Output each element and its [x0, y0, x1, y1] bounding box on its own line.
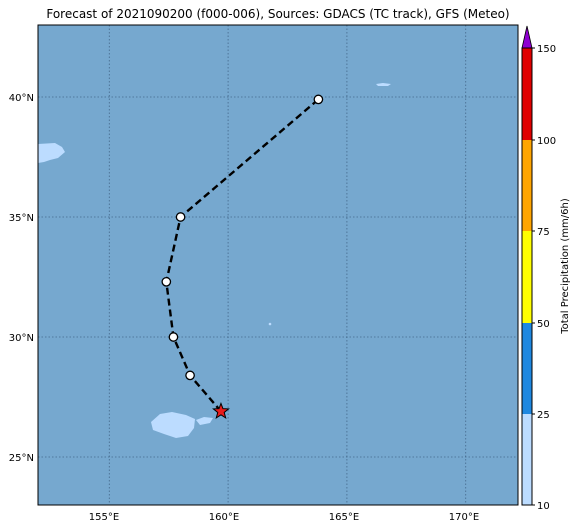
lon-tick-165: 165°E [329, 512, 359, 523]
lon-axis: 155°E 160°E 165°E 170°E [89, 512, 479, 523]
colorbar-label: Total Precipitation (mm/6h) [560, 198, 571, 335]
lat-tick-30: 30°N [9, 333, 34, 344]
colorbar-ticks [532, 47, 535, 506]
colorbar-tick-25: 25 [537, 410, 550, 421]
land-islet-small [268, 322, 272, 326]
map-frame [37, 24, 519, 506]
track-point-marker [168, 332, 179, 342]
land-layer [38, 83, 391, 438]
colorbar-tick-50: 50 [537, 319, 550, 330]
colorbar-tick-75: 75 [537, 227, 550, 238]
map-title: Forecast of 2021090200 (f000-006), Sourc… [46, 7, 510, 21]
land-island-south [151, 412, 195, 438]
lat-tick-40: 40°N [9, 93, 34, 104]
ocean-background [38, 25, 518, 505]
land-islet [196, 417, 213, 425]
lon-tick-155: 155°E [89, 512, 119, 523]
colorbar-segment-50-75 [522, 231, 532, 323]
gridlines [38, 25, 518, 505]
colorbar-tick-10: 10 [537, 501, 550, 512]
map-panel [37, 24, 519, 506]
colorbar-segment-10-25 [522, 414, 532, 505]
track-point-marker [185, 370, 195, 381]
land-islet-north [376, 83, 391, 86]
colorbar-extend-arrow [521, 25, 533, 49]
lat-tick-25: 25°N [9, 453, 34, 464]
lon-tick-160: 160°E [209, 512, 239, 523]
track-point-marker [161, 276, 172, 287]
colorbar-tick-100: 100 [537, 136, 556, 147]
colorbar-segment-25-50 [522, 323, 532, 414]
colorbar-tick-150: 150 [537, 44, 556, 55]
tc-track [161, 94, 324, 420]
land-west-coast [38, 143, 65, 163]
lat-tick-35: 35°N [9, 213, 34, 224]
lat-axis: 25°N 30°N 35°N 40°N [9, 93, 34, 464]
track-line [165, 98, 320, 413]
track-point-marker [313, 94, 324, 105]
colorbar-segment-100-150 [522, 48, 532, 140]
current-position-star-icon [212, 401, 230, 420]
colorbar-segment-75-100 [522, 140, 532, 231]
lon-tick-170: 170°E [449, 512, 479, 523]
colorbar: 10 25 50 75 100 150 Total Precipitation … [521, 25, 571, 512]
colorbar-frame [521, 47, 533, 506]
track-point-marker [175, 212, 186, 222]
